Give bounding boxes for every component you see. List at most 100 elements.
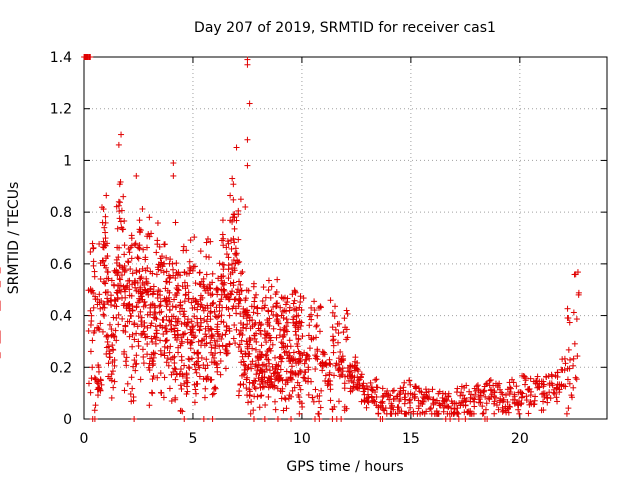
data-point xyxy=(241,361,248,368)
data-point xyxy=(97,275,104,282)
data-point xyxy=(200,275,207,282)
data-point xyxy=(237,382,244,389)
data-point xyxy=(283,323,290,330)
data-point xyxy=(171,365,178,372)
data-point xyxy=(360,380,367,387)
data-point xyxy=(116,208,123,215)
data-point xyxy=(216,343,223,350)
data-point xyxy=(313,323,320,330)
data-point xyxy=(128,242,135,249)
data-point xyxy=(498,389,505,396)
data-point xyxy=(538,407,545,414)
data-point xyxy=(533,378,540,385)
data-point xyxy=(226,312,233,319)
data-point xyxy=(270,304,277,311)
data-point xyxy=(89,364,96,371)
data-point xyxy=(473,383,480,390)
y-tick-label: 0.2 xyxy=(50,360,72,376)
data-point xyxy=(157,370,164,377)
data-point xyxy=(254,310,261,317)
data-point xyxy=(235,392,242,399)
data-point xyxy=(95,368,102,375)
data-point xyxy=(477,399,484,406)
data-point xyxy=(214,321,221,328)
x-tick-label: 20 xyxy=(511,431,529,447)
data-point xyxy=(225,262,232,269)
data-point xyxy=(457,392,464,399)
data-point xyxy=(230,279,237,286)
data-point xyxy=(325,380,332,387)
data-point xyxy=(219,217,226,224)
data-point xyxy=(286,392,293,399)
data-point xyxy=(317,303,324,310)
data-point xyxy=(127,312,134,319)
data-point xyxy=(126,318,133,325)
data-point xyxy=(171,353,178,360)
data-point xyxy=(246,100,253,107)
data-point xyxy=(152,340,159,347)
data-point xyxy=(396,398,403,405)
data-point xyxy=(163,254,170,261)
data-point xyxy=(216,308,223,315)
data-point xyxy=(389,388,396,395)
data-point xyxy=(136,226,143,233)
data-point xyxy=(85,380,92,387)
data-point xyxy=(316,416,323,422)
data-point xyxy=(133,269,140,276)
data-point xyxy=(296,318,303,325)
data-point xyxy=(476,396,483,403)
data-point xyxy=(295,391,302,398)
data-point xyxy=(266,360,273,367)
data-point xyxy=(253,338,260,345)
data-point xyxy=(347,362,354,369)
data-point xyxy=(155,287,162,294)
data-point xyxy=(204,305,211,312)
data-point xyxy=(231,214,238,221)
data-point xyxy=(309,394,316,401)
data-point xyxy=(116,275,123,282)
data-point xyxy=(243,385,250,392)
data-point xyxy=(259,361,266,368)
data-point xyxy=(149,338,156,345)
data-point xyxy=(115,254,122,261)
data-point xyxy=(273,288,280,295)
data-point xyxy=(255,362,262,369)
data-point xyxy=(220,287,227,294)
data-point xyxy=(137,376,144,383)
data-point xyxy=(232,340,239,347)
data-point xyxy=(306,355,313,362)
data-point xyxy=(251,298,258,305)
data-point xyxy=(554,369,561,376)
x-tick-label: 10 xyxy=(293,431,311,447)
data-point xyxy=(411,395,418,402)
data-point xyxy=(300,295,307,302)
data-point xyxy=(109,358,116,365)
data-point xyxy=(96,291,103,298)
data-point xyxy=(245,287,252,294)
data-point xyxy=(237,310,244,317)
data-point xyxy=(566,319,573,326)
data-point xyxy=(521,373,528,380)
data-point xyxy=(531,397,538,404)
data-point xyxy=(511,400,518,407)
data-point xyxy=(208,331,215,338)
data-point xyxy=(222,331,229,338)
data-point xyxy=(319,360,326,367)
data-point xyxy=(100,311,107,318)
data-point xyxy=(239,331,246,338)
data-point xyxy=(166,349,173,356)
data-point xyxy=(129,270,136,277)
data-point xyxy=(100,278,107,285)
data-point xyxy=(195,362,202,369)
data-point xyxy=(172,322,179,329)
data-point xyxy=(266,345,273,352)
data-point xyxy=(290,349,297,356)
data-point xyxy=(573,376,580,383)
data-point xyxy=(111,362,118,369)
data-point xyxy=(445,403,452,410)
data-point xyxy=(426,406,433,413)
data-point xyxy=(456,400,463,407)
data-point xyxy=(298,307,305,314)
data-point xyxy=(566,380,573,387)
data-point xyxy=(506,403,513,410)
